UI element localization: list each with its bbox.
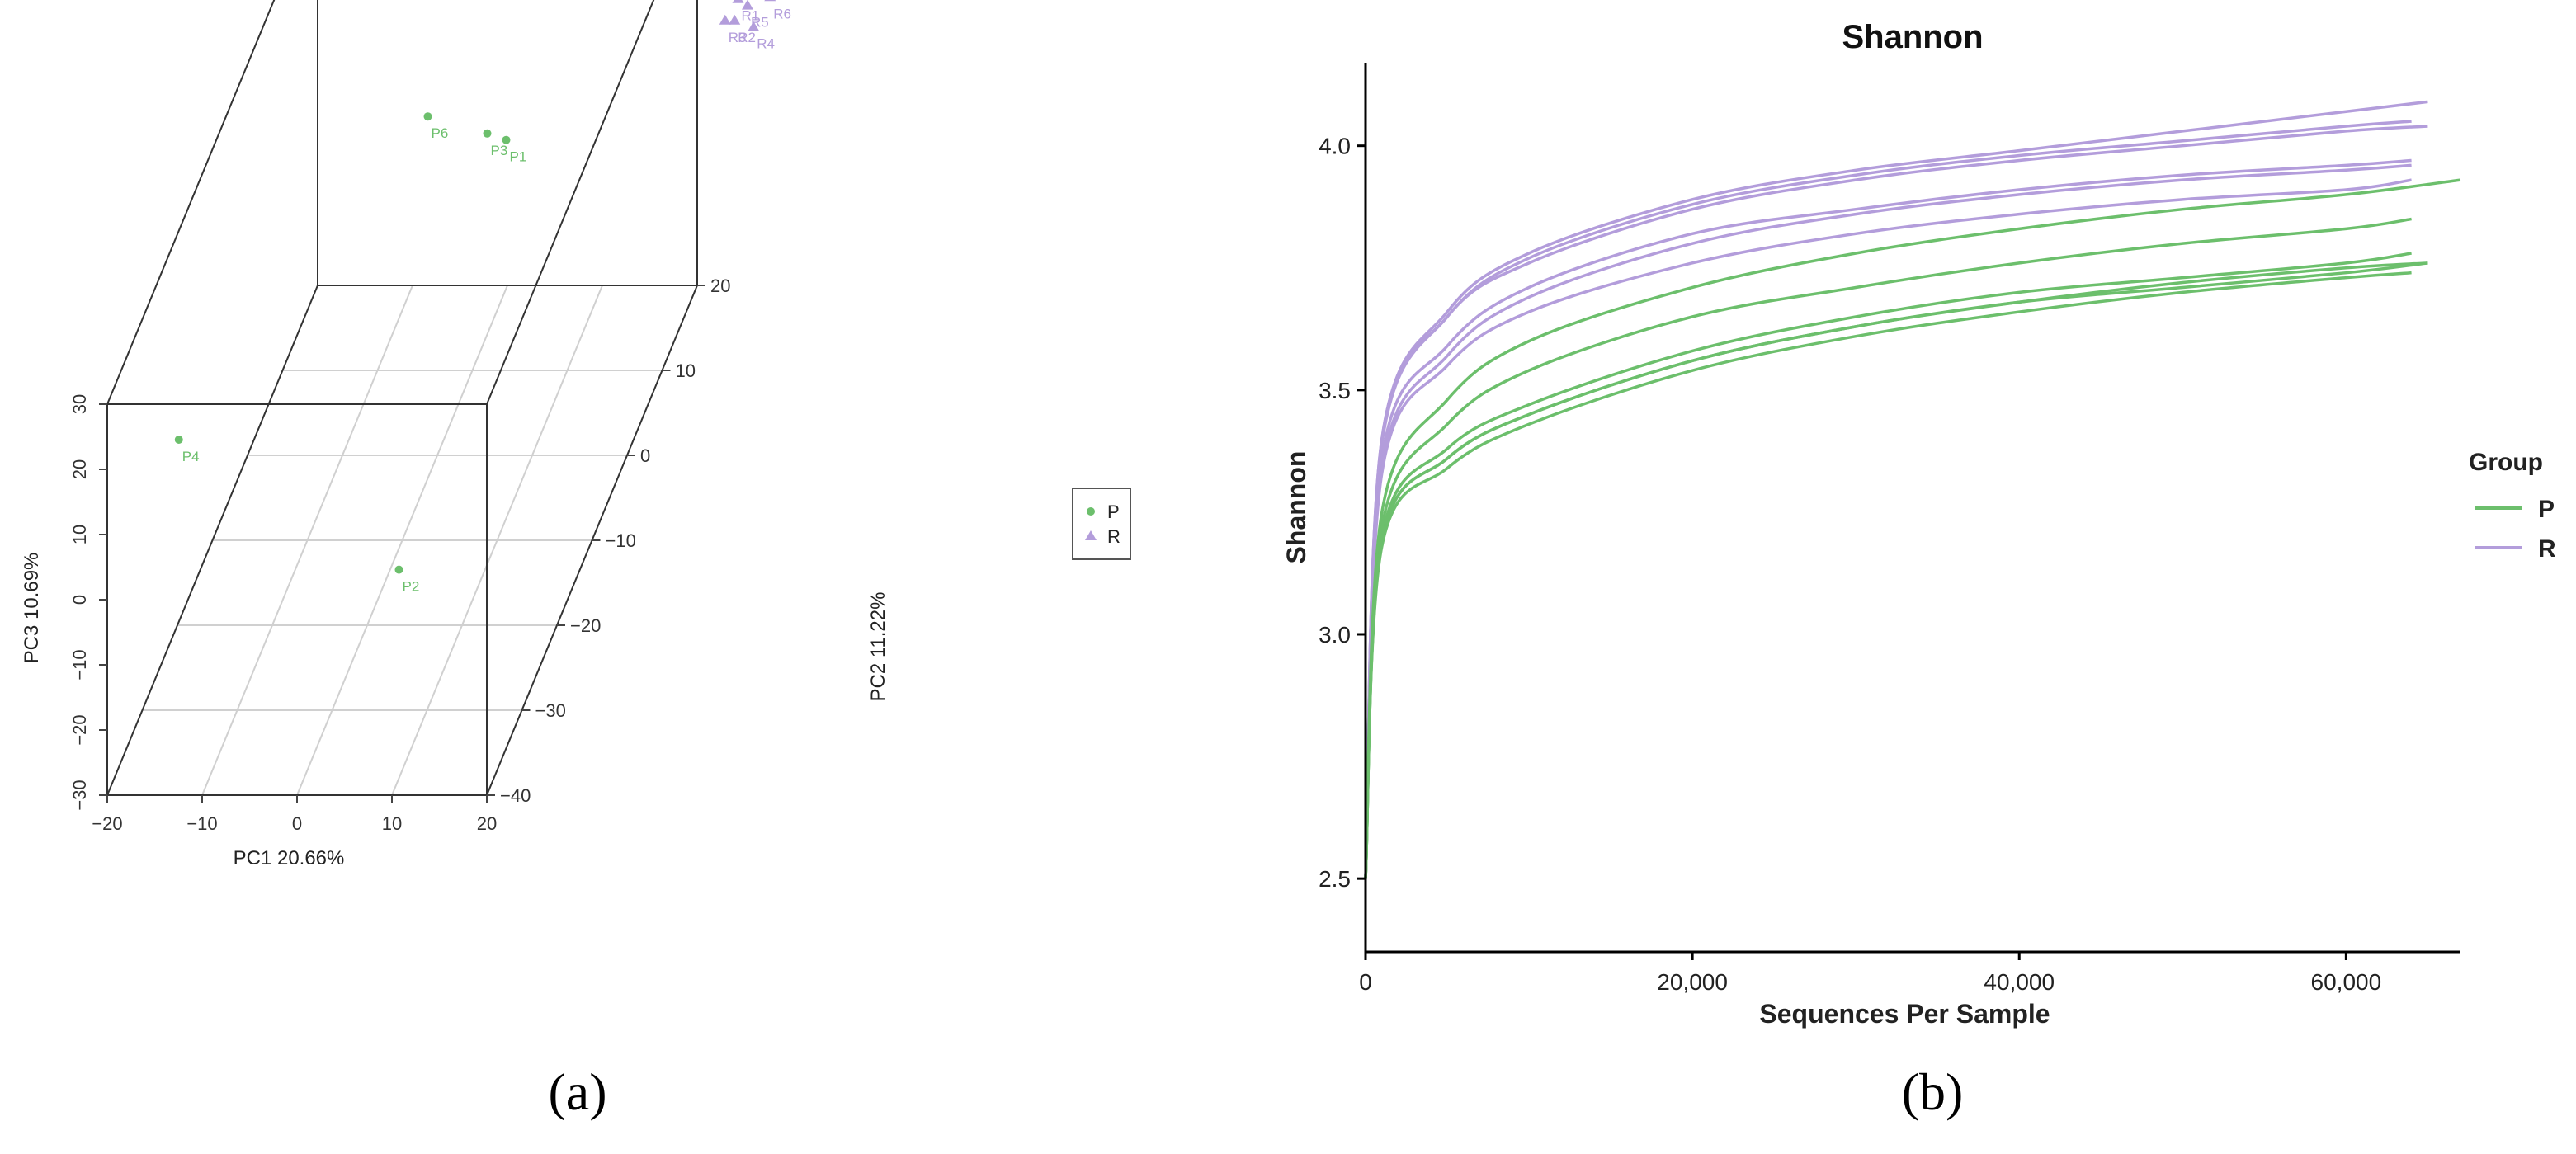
pca-point-label: P1 <box>510 149 527 165</box>
pca-3d-chart: −20 −10 0 10 20−30−20−100102030−40−30−20−100… <box>21 0 1131 869</box>
y-tick-label: −30 <box>535 700 566 721</box>
panel-label-a: (a) <box>548 1062 606 1121</box>
x-tick-label: −10 <box>186 813 217 834</box>
rarefaction-line-R <box>1364 178 2412 879</box>
x-tick-label: −20 <box>92 813 122 834</box>
pca-point <box>719 14 731 25</box>
z-tick-label: −10 <box>69 649 90 680</box>
y-axis-title: Shannon <box>1281 451 1311 564</box>
pca-point <box>732 0 744 3</box>
rarefaction-line-R <box>1364 100 2428 879</box>
legend-label: R <box>2538 535 2556 563</box>
pca-point-label: P4 <box>182 449 200 464</box>
z-tick-label: −30 <box>69 780 90 810</box>
pca-point-label: R5 <box>751 15 769 31</box>
z-tick-label: 20 <box>69 459 90 479</box>
y-tick-label: −10 <box>606 530 636 551</box>
rarefaction-line-P <box>1364 271 2412 879</box>
y-tick-label: 2.5 <box>1319 866 1351 892</box>
shannon-legend: Group PR <box>2469 449 2556 563</box>
box-edge <box>486 0 655 405</box>
z-tick-label: 10 <box>69 525 90 544</box>
z-tick-label: −20 <box>69 714 90 745</box>
pca-point <box>764 0 776 2</box>
rarefaction-line-R <box>1364 120 2412 879</box>
legend-label: R <box>1107 526 1121 547</box>
y-tick-label: 20 <box>710 276 730 296</box>
pca-point <box>174 436 183 444</box>
y-tick-label: 10 <box>676 360 696 381</box>
rarefaction-line-P <box>1364 252 2412 879</box>
rarefaction-line-P <box>1364 261 2428 879</box>
z-axis-title: PC3 10.69% <box>21 553 43 664</box>
chart-title: Shannon <box>1842 19 1983 55</box>
pca-point <box>394 565 403 574</box>
pca-point-label: R4 <box>757 36 775 52</box>
pca-point-label: P2 <box>403 579 420 595</box>
pca-point-label: P3 <box>491 143 508 158</box>
rarefaction-line-P <box>1364 178 2461 879</box>
pca-point <box>502 135 511 144</box>
y-tick-label: 4.0 <box>1319 134 1351 159</box>
y-tick-label: 3.5 <box>1319 378 1351 403</box>
pca-point-label: R2 <box>738 30 756 45</box>
pca-point <box>483 129 492 138</box>
y-axis-title: PC2 11.22% <box>867 592 889 702</box>
legend-marker <box>1087 507 1095 516</box>
legend-marker <box>1085 530 1097 540</box>
legend-label: P <box>1107 502 1120 522</box>
pca-point-label: R6 <box>773 6 791 21</box>
y-tick-label: 0 <box>640 445 650 466</box>
x-tick-label: 0 <box>1359 969 1372 995</box>
rarefaction-line-P <box>1364 217 2412 879</box>
x-axis-title: PC1 20.66% <box>234 847 345 869</box>
rarefaction-line-P <box>1364 261 2428 879</box>
x-tick-label: 20,000 <box>1657 969 1728 995</box>
pca-legend: PR <box>1072 488 1131 560</box>
y-tick-label: −20 <box>570 615 601 636</box>
z-tick-label: 30 <box>69 394 90 414</box>
rarefaction-line-R <box>1364 158 2412 879</box>
box-edge <box>106 285 318 796</box>
x-tick-label: 40,000 <box>1984 969 2055 995</box>
x-tick-label: 60,000 <box>2311 969 2382 995</box>
legend-title: Group <box>2469 449 2543 476</box>
box-edge <box>106 0 276 405</box>
pca-point <box>742 0 753 10</box>
z-tick-label: 0 <box>69 595 90 605</box>
rarefaction-line-R <box>1364 125 2428 879</box>
panel-label-b: (b) <box>1902 1062 1964 1121</box>
pca-point <box>729 14 741 25</box>
x-tick-label: 20 <box>477 813 497 834</box>
x-axis-title: Sequences Per Sample <box>1759 999 2050 1029</box>
pca-point-label: R1 <box>742 8 760 24</box>
y-tick-label: −40 <box>500 785 531 806</box>
shannon-rarefaction-chart: Shannon 2.5 3.0 3.5 4.0 0 20,000 40,000 60,000 Se… <box>1281 19 2556 1029</box>
pca-point-label: P6 <box>432 125 449 141</box>
pca-point <box>748 21 760 31</box>
y-tick-label: 3.0 <box>1319 622 1351 648</box>
x-tick-label: 10 <box>382 813 402 834</box>
legend-label: P <box>2538 496 2555 523</box>
x-tick-label: 0 <box>292 813 302 834</box>
legend-frame <box>1072 488 1131 560</box>
pca-point <box>423 112 432 121</box>
pca-point-label: R3 <box>729 30 747 45</box>
